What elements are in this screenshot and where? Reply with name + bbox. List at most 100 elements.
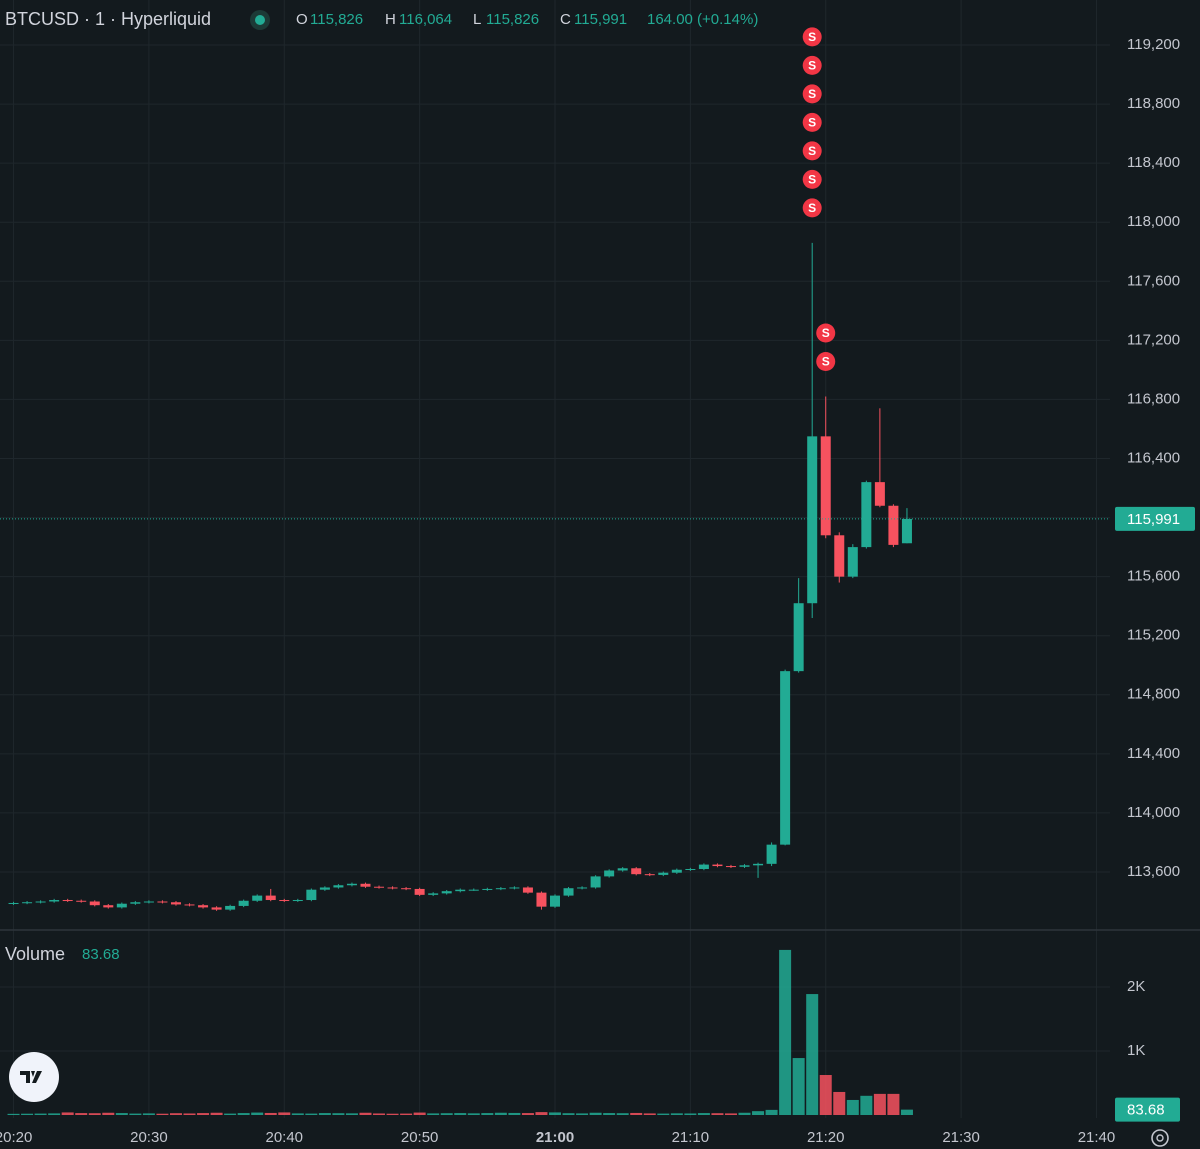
candle-body [861,482,872,548]
sell-marker-label: S [822,326,830,340]
volume-bar [251,1112,264,1115]
candle-body [468,889,479,891]
y-tick-label: 116,800 [1127,390,1180,407]
volume-bar [34,1113,47,1115]
candle-body [157,901,168,903]
sell-marker [802,112,822,132]
volume-bar [576,1113,589,1115]
volume-bar [413,1112,426,1115]
candle-body [671,869,682,873]
volume-bar [860,1095,873,1115]
volume-legend-value: 83.68 [82,946,120,963]
candle-body [414,888,425,895]
sell-marker-label: S [808,59,816,73]
candle-body [143,901,154,903]
volume-bar [291,1113,304,1115]
volume-bar [467,1113,480,1115]
sell-marker [802,169,822,189]
candle-body [279,900,290,902]
logo[interactable] [9,1052,59,1102]
candle-body [617,868,628,871]
candle-body [89,901,100,906]
sell-marker [802,55,822,75]
y-tick-label: 118,800 [1127,95,1180,112]
candle-body [739,865,750,867]
candle-body [428,893,439,895]
volume-tick-label: 1K [1127,1042,1145,1059]
candle-body [847,547,858,577]
y-tick-label: 115,600 [1127,568,1180,585]
volume-bar [833,1091,846,1115]
candle-body [387,887,398,889]
volume-bar [657,1113,670,1115]
last-price-box [1115,506,1195,531]
volume-bar [670,1113,683,1115]
volume-bar [345,1113,358,1115]
sell-marker-label: S [822,355,830,369]
o-value: 115,826 [310,11,363,28]
x-tick-label: 21:20 [807,1129,845,1146]
x-tick-label: 20:30 [130,1129,168,1146]
candle-body [644,874,655,876]
candle-body [753,863,764,866]
sell-marker-label: S [808,116,816,130]
o-key: O [296,11,308,28]
candle-body [820,436,831,536]
candle-body [103,905,114,908]
volume-bar [61,1112,74,1115]
candle-body [550,895,560,907]
volume-bar [738,1112,751,1115]
candle-body [22,902,33,904]
x-tick-label: 21:40 [1078,1129,1116,1146]
candle-body [522,887,533,893]
y-tick-label: 119,200 [1127,36,1180,53]
candle-body [211,907,222,910]
volume-bar [697,1113,710,1115]
sell-marker-label: S [808,201,816,215]
volume-bar [115,1113,128,1115]
symbol: BTCUSD · 1 · Hyperliquid [5,9,211,29]
logo-glyph [20,1071,42,1083]
candle-body [76,900,87,902]
volume-bar [724,1113,737,1115]
last-price-label: 115,991 [1127,511,1180,528]
x-tick-label: 21:00 [536,1129,574,1146]
sell-marker-label: S [808,30,816,44]
l-value: 115,826 [486,11,539,28]
volume-bar [603,1113,616,1115]
volume-bar [549,1112,561,1115]
volume-bar [359,1112,372,1115]
volume-bar [819,1075,832,1115]
c-value: 115,991 [574,11,627,28]
volume-bar [481,1113,494,1115]
sell-marker [816,323,836,343]
y-tick-label: 118,400 [1127,154,1180,171]
volume-bar [278,1112,291,1115]
volume-bar [454,1113,467,1115]
candle-body [35,901,46,903]
volume-bar [684,1113,697,1115]
volume-bar [75,1113,88,1115]
candle-body [333,885,344,888]
candle-body [265,895,276,901]
volume-bar [102,1112,115,1115]
y-tick-label: 114,000 [1127,804,1180,821]
candle-body [807,436,818,604]
volume-bar [765,1109,778,1115]
volume-bar [386,1113,399,1115]
candle-body [401,888,412,890]
settings[interactable] [1151,1129,1169,1147]
c-key: C [560,11,571,28]
volume-bar [846,1099,859,1115]
y-tick-label: 114,400 [1127,745,1180,762]
x-tick-label: 20:50 [401,1129,439,1146]
candle-body [685,869,696,871]
candle-body [590,876,601,888]
candle-body [360,883,371,887]
candle-body [374,886,385,888]
volume-bar [318,1113,331,1115]
candle-body [780,671,791,845]
candle-body [238,900,249,906]
